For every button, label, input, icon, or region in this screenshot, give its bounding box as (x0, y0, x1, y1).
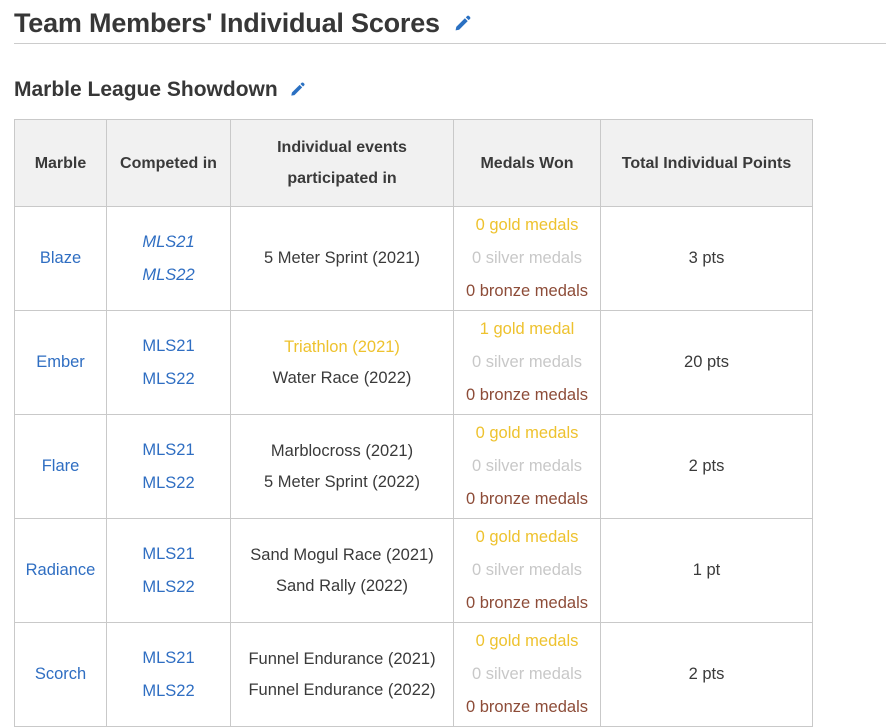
gold-medals-text: 0 gold medals (475, 424, 579, 442)
marble-link[interactable]: Scorch (34, 665, 87, 683)
table-row-blaze: Blaze MLS21 MLS22 5 Meter Sprint (2021) … (14, 206, 813, 311)
league-link-mls21[interactable]: MLS21 (142, 544, 195, 563)
events-cell: Funnel Endurance (2021) Funnel Endurance… (230, 622, 454, 727)
league-link-mls21[interactable]: MLS21 (142, 440, 195, 459)
events-cell: Marblocross (2021) 5 Meter Sprint (2022) (230, 414, 454, 519)
marble-cell: Flare (14, 414, 107, 519)
league-link-mls21[interactable]: MLS21 (142, 232, 195, 251)
marble-cell: Scorch (14, 622, 107, 727)
col-header-total-points: Total Individual Points (600, 119, 813, 207)
col-header-events: Individual events participated in (230, 119, 454, 207)
points-cell: 2 pts (600, 622, 813, 727)
event-name: 5 Meter Sprint (2022) (264, 472, 420, 491)
gold-medals-text: 1 gold medal (479, 320, 575, 338)
event-link-gold[interactable]: Triathlon (2021) (284, 337, 400, 356)
page-title: Team Members' Individual Scores (14, 0, 886, 40)
event-name: Funnel Endurance (2021) (248, 649, 436, 668)
table-row-scorch: Scorch MLS21 MLS22 Funnel Endurance (202… (14, 622, 813, 727)
points-text: 1 pt (692, 561, 721, 579)
medals-cell: 0 gold medals 0 silver medals 0 bronze m… (453, 518, 601, 623)
events-cell: Triathlon (2021) Water Race (2022) (230, 310, 454, 415)
section-heading: Marble League Showdown (14, 77, 886, 102)
marble-cell: Ember (14, 310, 107, 415)
section-heading-text: Marble League Showdown (14, 78, 278, 101)
table-row-ember: Ember MLS21 MLS22 Triathlon (2021) Water… (14, 310, 813, 415)
marble-link[interactable]: Flare (41, 457, 80, 475)
silver-medals-text: 0 silver medals (471, 561, 583, 579)
medals-cell: 1 gold medal 0 silver medals 0 bronze me… (453, 310, 601, 415)
competed-in-cell: MLS21 MLS22 (106, 206, 231, 311)
points-text: 2 pts (688, 457, 725, 475)
points-cell: 3 pts (600, 206, 813, 311)
events-cell: 5 Meter Sprint (2021) (230, 206, 454, 311)
event-name: 5 Meter Sprint (2021) (264, 249, 420, 267)
league-link-mls22[interactable]: MLS22 (142, 473, 195, 492)
league-link-mls22[interactable]: MLS22 (142, 369, 195, 388)
medals-cell: 0 gold medals 0 silver medals 0 bronze m… (453, 622, 601, 727)
medals-cell: 0 gold medals 0 silver medals 0 bronze m… (453, 206, 601, 311)
points-text: 3 pts (688, 249, 725, 267)
bronze-medals-text: 0 bronze medals (466, 698, 588, 716)
marble-cell: Blaze (14, 206, 107, 311)
marble-link[interactable]: Radiance (25, 561, 96, 579)
silver-medals-text: 0 silver medals (471, 457, 583, 475)
competed-in-cell: MLS21 MLS22 (106, 414, 231, 519)
points-cell: 2 pts (600, 414, 813, 519)
bronze-medals-text: 0 bronze medals (466, 490, 588, 508)
league-link-mls22[interactable]: MLS22 (142, 265, 195, 284)
event-name: Funnel Endurance (2022) (248, 680, 436, 699)
event-name: Sand Mogul Race (2021) (250, 545, 434, 564)
col-header-marble: Marble (14, 119, 107, 207)
edit-pencil-icon[interactable] (289, 81, 306, 98)
competed-in-cell: MLS21 MLS22 (106, 622, 231, 727)
scores-table: Marble Competed in Individual events par… (14, 119, 813, 727)
table-header-row: Marble Competed in Individual events par… (14, 119, 813, 207)
points-cell: 20 pts (600, 310, 813, 415)
competed-in-cell: MLS21 MLS22 (106, 310, 231, 415)
marble-link[interactable]: Ember (36, 353, 85, 371)
league-link-mls21[interactable]: MLS21 (142, 648, 195, 667)
section-divider (14, 43, 886, 44)
league-link-mls22[interactable]: MLS22 (142, 577, 195, 596)
silver-medals-text: 0 silver medals (471, 665, 583, 683)
points-text: 2 pts (688, 665, 725, 683)
competed-in-cell: MLS21 MLS22 (106, 518, 231, 623)
event-name: Marblocross (2021) (270, 441, 414, 460)
points-text: 20 pts (684, 353, 729, 371)
gold-medals-text: 0 gold medals (475, 216, 579, 234)
table-row-radiance: Radiance MLS21 MLS22 Sand Mogul Race (20… (14, 518, 813, 623)
col-header-competed-in: Competed in (106, 119, 231, 207)
col-header-medals-won: Medals Won (453, 119, 601, 207)
page-title-text: Team Members' Individual Scores (14, 8, 440, 38)
events-cell: Sand Mogul Race (2021) Sand Rally (2022) (230, 518, 454, 623)
event-name: Sand Rally (2022) (275, 576, 409, 595)
edit-pencil-icon[interactable] (453, 14, 472, 33)
league-link-mls22[interactable]: MLS22 (142, 681, 195, 700)
bronze-medals-text: 0 bronze medals (466, 386, 588, 404)
medals-cell: 0 gold medals 0 silver medals 0 bronze m… (453, 414, 601, 519)
marble-cell: Radiance (14, 518, 107, 623)
gold-medals-text: 0 gold medals (475, 632, 579, 650)
table-row-flare: Flare MLS21 MLS22 Marblocross (2021) 5 M… (14, 414, 813, 519)
gold-medals-text: 0 gold medals (475, 528, 579, 546)
marble-link[interactable]: Blaze (39, 249, 82, 267)
event-name: Water Race (2022) (272, 368, 412, 387)
silver-medals-text: 0 silver medals (471, 249, 583, 267)
bronze-medals-text: 0 bronze medals (466, 282, 588, 300)
league-link-mls21[interactable]: MLS21 (142, 336, 195, 355)
silver-medals-text: 0 silver medals (471, 353, 583, 371)
points-cell: 1 pt (600, 518, 813, 623)
bronze-medals-text: 0 bronze medals (466, 594, 588, 612)
